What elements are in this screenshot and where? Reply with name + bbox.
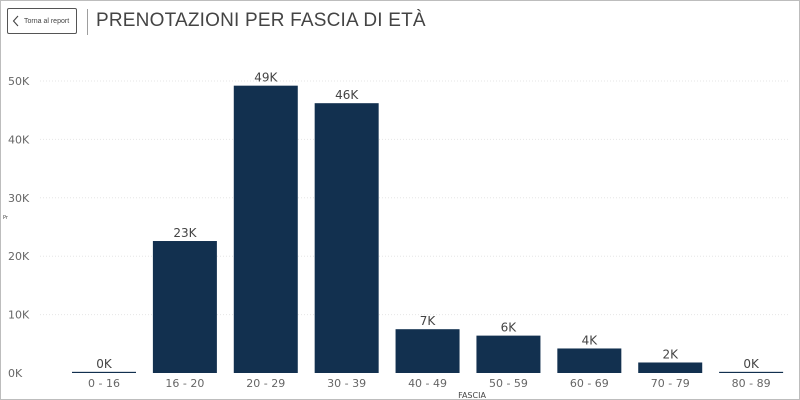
- bar[interactable]: [314, 103, 379, 373]
- x-tick-label: 80 - 89: [732, 377, 771, 390]
- data-label: 6K: [501, 321, 518, 335]
- y-axis-title: Pr: [3, 215, 9, 221]
- x-tick-label: 20 - 29: [246, 377, 285, 390]
- y-tick-label: 50K: [8, 75, 30, 88]
- bar[interactable]: [557, 348, 622, 373]
- data-label: 23K: [173, 226, 197, 240]
- y-tick-label: 20K: [8, 250, 30, 263]
- back-to-report-button[interactable]: Torna al report: [7, 8, 77, 34]
- bar[interactable]: [233, 85, 298, 373]
- data-label: 0K: [743, 357, 760, 371]
- x-tick-label: 16 - 20: [165, 377, 204, 390]
- header-divider: [87, 9, 88, 35]
- x-tick-label: 60 - 69: [570, 377, 609, 390]
- x-tick-label: 70 - 79: [651, 377, 690, 390]
- y-tick-label: 0K: [8, 367, 23, 380]
- y-tick-label: 30K: [8, 192, 30, 205]
- bar[interactable]: [395, 329, 460, 373]
- data-label: 46K: [335, 88, 359, 102]
- bar[interactable]: [72, 371, 136, 373]
- bar[interactable]: [638, 362, 703, 373]
- data-label: 49K: [254, 71, 278, 85]
- x-tick-label: 0 - 16: [88, 377, 120, 390]
- page-title: PRENOTAZIONI PER FASCIA DI ETÀ: [96, 10, 426, 31]
- y-tick-label: 40K: [8, 133, 30, 146]
- bar[interactable]: [152, 241, 217, 373]
- x-tick-label: 30 - 39: [327, 377, 366, 390]
- x-tick-label: 40 - 49: [408, 377, 447, 390]
- data-label: 4K: [582, 333, 599, 347]
- bar[interactable]: [476, 335, 541, 373]
- data-label: 0K: [96, 357, 113, 371]
- data-label: 2K: [662, 347, 679, 361]
- x-tick-label: 50 - 59: [489, 377, 528, 390]
- back-to-report-label: Torna al report: [24, 17, 70, 25]
- x-axis-title: FASCIA: [458, 391, 486, 400]
- data-label: 7K: [420, 314, 437, 328]
- y-tick-label: 10K: [8, 309, 30, 322]
- bar[interactable]: [719, 371, 784, 373]
- chevron-left-icon: [10, 9, 22, 33]
